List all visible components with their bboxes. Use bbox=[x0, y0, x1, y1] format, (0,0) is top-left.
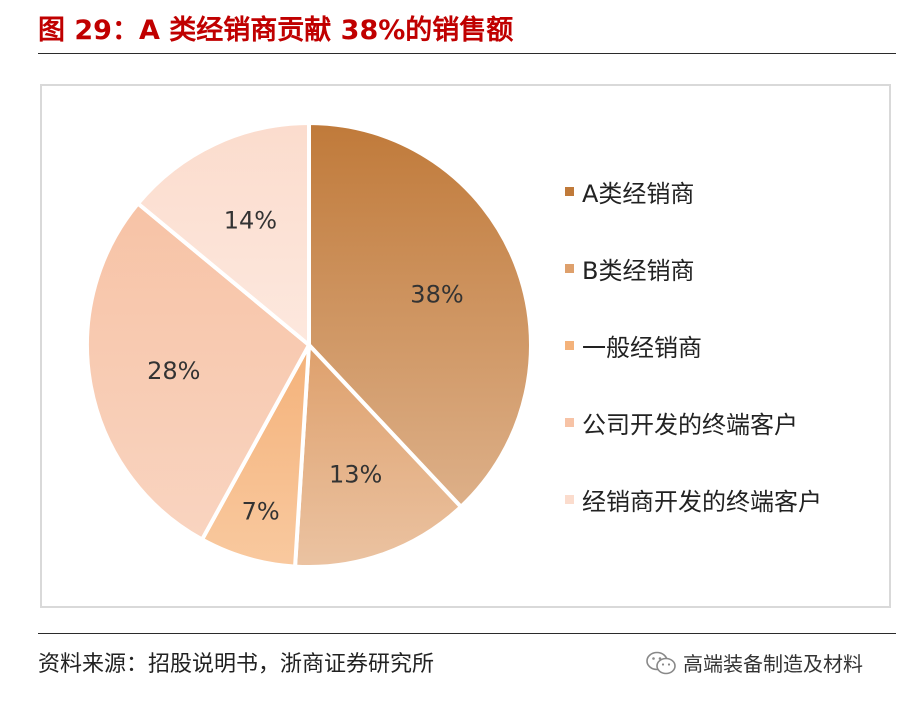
legend-item: 一般经销商 bbox=[565, 330, 702, 362]
legend-item: 经销商开发的终端客户 bbox=[565, 484, 822, 516]
slice-label: 13% bbox=[329, 461, 382, 489]
legend-item: B类经销商 bbox=[565, 253, 695, 285]
slice-label: 38% bbox=[410, 280, 463, 308]
title-divider bbox=[38, 53, 896, 54]
pie-slice bbox=[85, 201, 311, 542]
legend-label: A类经销商 bbox=[582, 179, 695, 208]
legend-item: 公司开发的终端客户 bbox=[565, 407, 798, 439]
watermark-text: 高端装备制造及材料 bbox=[683, 652, 863, 676]
legend-swatch bbox=[565, 417, 574, 427]
pie-slice bbox=[293, 343, 463, 569]
legend-swatch bbox=[565, 494, 574, 504]
legend-item: A类经销商 bbox=[565, 176, 695, 208]
slice-label: 7% bbox=[242, 497, 280, 525]
legend-swatch bbox=[565, 263, 574, 273]
source-note: 资料来源：招股说明书，浙商证券研究所 bbox=[38, 652, 435, 677]
footer-divider bbox=[38, 633, 896, 634]
pie-slice bbox=[135, 121, 311, 347]
legend-label: B类经销商 bbox=[582, 256, 695, 285]
slice-label: 28% bbox=[147, 357, 200, 385]
pie-slice bbox=[307, 121, 533, 509]
watermark: 高端装备制造及材料 bbox=[645, 648, 863, 677]
legend-label: 经销商开发的终端客户 bbox=[582, 487, 822, 516]
chart-title: 图 29：A 类经销商贡献 38%的销售额 bbox=[38, 15, 514, 46]
wechat-icon bbox=[646, 651, 676, 674]
legend-swatch bbox=[565, 340, 574, 350]
legend-swatch bbox=[565, 186, 574, 196]
legend-label: 公司开发的终端客户 bbox=[582, 410, 798, 439]
slice-label: 14% bbox=[224, 206, 277, 234]
legend-label: 一般经销商 bbox=[582, 333, 702, 362]
